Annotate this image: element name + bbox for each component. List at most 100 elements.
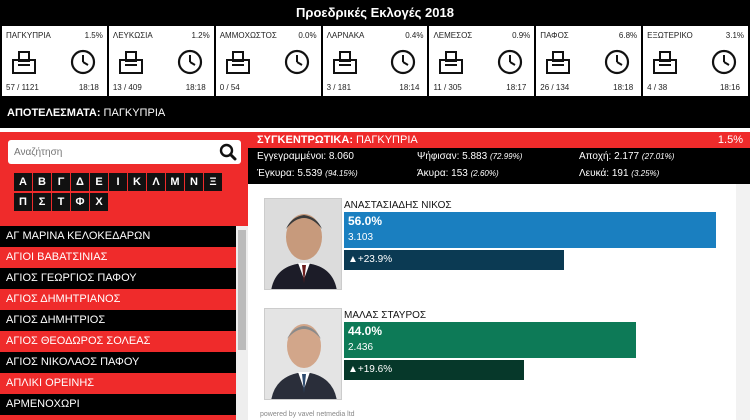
stat-registered: Εγγεγραμμένοι: 8.060 <box>257 151 354 162</box>
stat-invalid: Άκυρα: 153 (2.60%) <box>417 168 499 179</box>
ballot-box-icon <box>10 48 38 76</box>
list-item[interactable]: ΑΡΧΙΜΑΝΔΡΙΤΑ <box>0 415 236 420</box>
summary-value: ΠΑΓΚΥΠΡΙΑ <box>356 134 418 146</box>
candidate-name: ΜΑΛΑΣ ΣΤΑΥΡΟΣ <box>344 310 427 321</box>
district-card[interactable]: ΛΑΡΝΑΚΑ 0.4% 3 / 181 18:14 <box>322 26 428 96</box>
district-card[interactable]: ΛΕΥΚΩΣΙΑ 1.2% 13 / 409 18:18 <box>108 26 214 96</box>
summary-header: ΣΥΓΚΕΝΤΡΩΤΙΚΑ: ΠΑΓΚΥΠΡΙΑ 1.5% <box>248 132 750 148</box>
powered-by: powered by vavel netmedia ltd <box>260 411 355 418</box>
candidate-delta-bar: ▲+23.9% <box>344 250 564 270</box>
district-count: 26 / 134 <box>540 83 570 92</box>
district-name: ΠΑΦΟΣ <box>540 31 569 40</box>
summary-pct: 1.5% <box>717 134 743 146</box>
letter-filter-item[interactable]: Ν <box>185 173 203 191</box>
district-strip: ΠΑΓΚΥΠΡΙΑ 1.5% 57 / 1121 18:18 ΛΕΥΚΩΣΙΑ 1.2% 1… <box>0 26 750 96</box>
list-item[interactable]: ΑΡΜΕΝΟΧΩΡΙ <box>0 394 236 415</box>
letter-filter-item[interactable]: Κ <box>128 173 146 191</box>
candidate-vote-bar: 56.0% 3.103 <box>344 212 716 248</box>
district-name: ΛΕΥΚΩΣΙΑ <box>112 31 153 40</box>
list-item[interactable]: ΑΓΙΟΣ ΔΗΜΗΤΡΙΑΝΟΣ <box>0 289 236 310</box>
district-count: 0 / 54 <box>219 83 240 92</box>
clock-icon <box>69 48 97 76</box>
candidate-photo <box>264 198 342 290</box>
results-bar: ΑΠΟΤΕΛΕΣΜΑΤΑ: ΠΑΓΚΥΠΡΙΑ <box>0 98 750 128</box>
letter-filter-item[interactable]: Ε <box>90 173 108 191</box>
clock-icon <box>176 48 204 76</box>
district-time: 18:18 <box>613 83 634 92</box>
candidate-name: ΑΝΑΣΤΑΣΙΑΔΗΣ ΝΙΚΟΣ <box>344 200 452 211</box>
district-name: ΛΕΜΕΣΟΣ <box>433 31 473 40</box>
letter-filter-item[interactable]: Ι <box>109 173 127 191</box>
letter-filter-item[interactable]: Π <box>14 193 32 211</box>
search-icon[interactable] <box>219 143 237 166</box>
letter-filter-item[interactable]: Δ <box>71 173 89 191</box>
clock-icon <box>389 48 417 76</box>
district-card[interactable]: ΠΑΦΟΣ 6.8% 26 / 134 18:18 <box>536 26 642 96</box>
district-pct: 6.8% <box>618 31 638 40</box>
list-item[interactable]: ΑΓΙΟΣ ΓΕΩΡΓΙΟΣ ΠΑΦΟΥ <box>0 268 236 289</box>
community-list: ΑΓ ΜΑΡΙΝΑ ΚΕΛΟΚΕΔΑΡΩΝ ΑΓΙΟΙ ΒΑΒΑΤΣΙΝΙΑΣ ΑΓ… <box>0 226 236 420</box>
district-pct: 1.2% <box>191 31 210 40</box>
summary-label: ΣΥΓΚΕΝΤΡΩΤΙΚΑ: <box>257 134 353 146</box>
district-pct: 0.4% <box>405 31 424 40</box>
letter-filter: Α Β Γ Δ Ε Ι Κ Λ Μ Ν Ξ Π Σ Τ Φ Χ <box>14 172 238 212</box>
ballot-box-icon <box>117 48 145 76</box>
district-time: 18:18 <box>78 83 99 92</box>
results-value: ΠΑΓΚΥΠΡΙΑ <box>103 107 166 119</box>
list-item[interactable]: ΑΓ ΜΑΡΙΝΑ ΚΕΛΟΚΕΔΑΡΩΝ <box>0 226 236 247</box>
ballot-box-icon <box>437 48 465 76</box>
list-item[interactable]: ΑΠΛΙΚΙ ΟΡΕΙΝΗΣ <box>0 373 236 394</box>
candidate-votes: 2.436 <box>348 342 374 353</box>
candidate-card: ΜΑΛΑΣ ΣΤΑΥΡΟΣ 44.0% 2.436 ▲+19.6% <box>264 308 744 403</box>
list-item[interactable]: ΑΓΙΟΣ ΘΕΟΔΩΡΟΣ ΣΟΛΕΑΣ <box>0 331 236 352</box>
district-count: 13 / 409 <box>112 83 142 92</box>
letter-filter-item[interactable]: Γ <box>52 173 70 191</box>
letter-filter-item[interactable]: Ξ <box>204 173 222 191</box>
ballot-box-icon <box>544 48 572 76</box>
divider <box>0 128 750 132</box>
clock-icon <box>496 48 524 76</box>
letter-filter-item[interactable]: Μ <box>166 173 184 191</box>
district-name: ΠΑΓΚΥΠΡΙΑ <box>6 31 51 40</box>
letter-filter-item[interactable]: Φ <box>71 193 89 211</box>
district-card[interactable]: ΕΞΩΤΕΡΙΚΟ 3.1% 4 / 38 18:16 <box>643 26 749 96</box>
letter-filter-item[interactable]: Τ <box>52 193 70 211</box>
letter-filter-item[interactable]: Λ <box>147 173 165 191</box>
district-card[interactable]: ΠΑΓΚΥΠΡΙΑ 1.5% 57 / 1121 18:18 <box>2 26 107 96</box>
district-card[interactable]: ΛΕΜΕΣΟΣ 0.9% 11 / 305 18:17 <box>429 26 535 96</box>
district-time: 18:18 <box>185 83 206 92</box>
ballot-box-icon <box>651 48 679 76</box>
list-scrollbar[interactable] <box>236 226 248 420</box>
letter-filter-item[interactable]: Β <box>33 173 51 191</box>
district-count: 11 / 305 <box>433 83 462 92</box>
results-panel: ΣΥΓΚΕΝΤΡΩΤΙΚΑ: ΠΑΓΚΥΠΡΙΑ 1.5% Εγγεγραμμέ… <box>248 132 750 420</box>
candidate-pct: 44.0% <box>348 324 383 338</box>
candidate-card: ΑΝΑΣΤΑΣΙΑΔΗΣ ΝΙΚΟΣ 56.0% 3.103 ▲+23.9% <box>264 198 744 293</box>
list-item[interactable]: ΑΓΙΟΣ ΔΗΜΗΤΡΙΟΣ <box>0 310 236 331</box>
search-input[interactable] <box>8 140 208 164</box>
ballot-box-icon <box>331 48 359 76</box>
letter-filter-item[interactable]: Α <box>14 173 32 191</box>
district-time: 18:14 <box>399 83 420 92</box>
candidate-photo <box>264 308 342 400</box>
page-title: Προεδρικές Εκλογές 2018 <box>296 5 454 20</box>
candidate-votes: 3.103 <box>348 232 374 243</box>
district-pct: 3.1% <box>725 31 745 40</box>
letter-filter-item[interactable]: Χ <box>90 193 108 211</box>
district-pct: 0.0% <box>298 31 317 40</box>
clock-icon <box>603 48 631 76</box>
district-count: 4 / 38 <box>647 83 668 92</box>
search-box <box>8 140 241 164</box>
list-scrollbar-thumb[interactable] <box>238 230 246 350</box>
district-card[interactable]: ΑΜΜΟΧΩΣΤΟΣ 0.0% 0 / 54 <box>215 26 321 96</box>
panel-scrollbar[interactable] <box>736 184 750 420</box>
clock-icon <box>710 48 738 76</box>
list-item[interactable]: ΑΓΙΟΙ ΒΑΒΑΤΣΙΝΙΑΣ <box>0 247 236 268</box>
stat-blank: Λευκά: 191 (3.25%) <box>579 168 660 179</box>
stat-valid: Έγκυρα: 5.539 (94.15%) <box>257 168 358 179</box>
candidate-pct: 56.0% <box>348 214 383 228</box>
list-item[interactable]: ΑΓΙΟΣ ΝΙΚΟΛΑΟΣ ΠΑΦΟΥ <box>0 352 236 373</box>
letter-filter-item[interactable]: Σ <box>33 193 51 211</box>
